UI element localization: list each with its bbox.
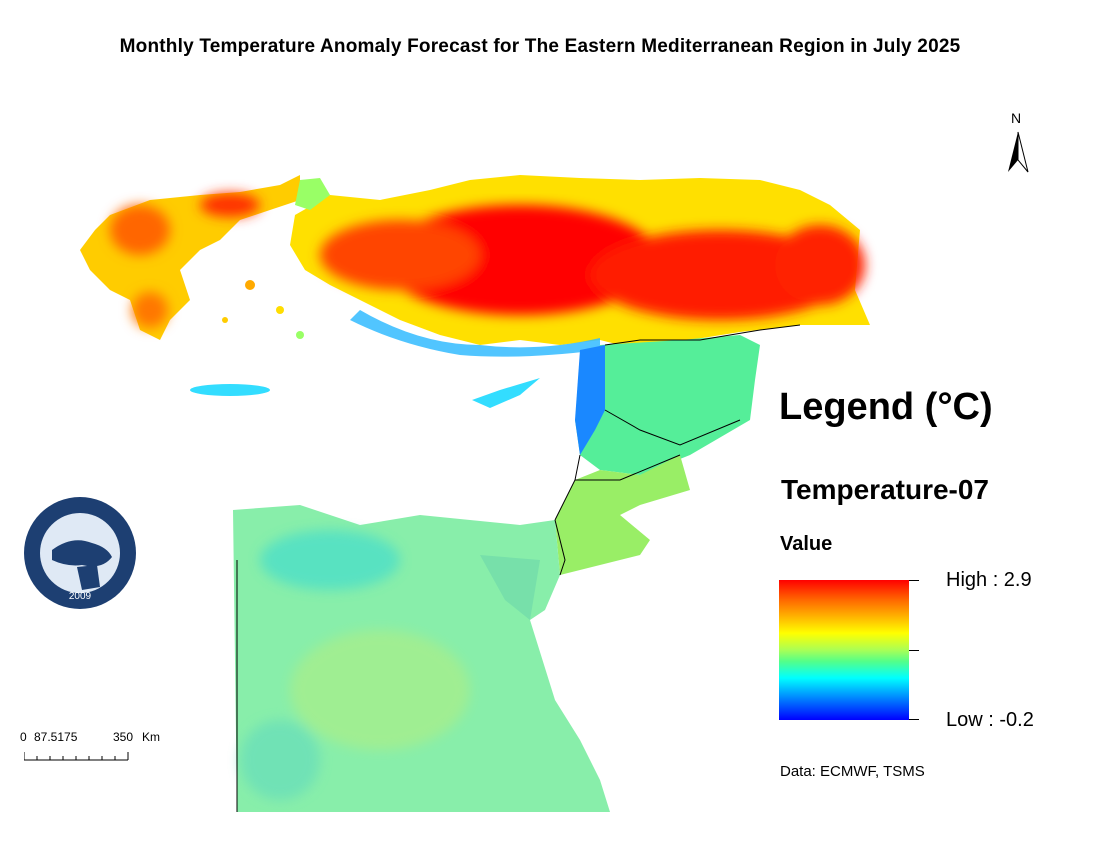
scale-tick-2: 350	[113, 730, 134, 744]
emcc-logo: 2009	[24, 497, 136, 609]
data-source: Data: ECMWF, TSMS	[780, 763, 925, 780]
legend-high-label: High : 2.9	[946, 569, 1032, 591]
levant-region	[555, 335, 760, 575]
color-ramp	[779, 580, 909, 720]
legend-layer-name: Temperature-07	[781, 474, 990, 505]
ramp-tick-mid	[909, 650, 919, 651]
logo-year: 2009	[69, 591, 92, 602]
scale-bar-graphic	[24, 752, 129, 761]
north-arrow: N	[1000, 110, 1036, 180]
turkey-region	[290, 175, 870, 357]
greece-region	[80, 175, 330, 340]
legend-heading: Legend (°C)	[779, 386, 993, 428]
egypt-region	[233, 505, 610, 812]
ramp-tick-low	[909, 719, 919, 720]
legend-field-label: Value	[780, 533, 833, 555]
scale-unit: Km	[142, 730, 160, 744]
north-arrow-icon	[1008, 131, 1029, 173]
ramp-tick-high	[909, 580, 919, 581]
map-title: Monthly Temperature Anomaly Forecast for…	[119, 36, 961, 57]
scale-tick-1: 87.5175	[34, 730, 78, 744]
north-label: N	[1011, 110, 1022, 126]
legend-low-label: Low : -0.2	[946, 709, 1034, 731]
scale-bar: 0 87.5175 350 Km	[20, 730, 160, 770]
scale-tick-0: 0	[20, 730, 27, 744]
islands	[190, 280, 540, 408]
borders	[236, 324, 801, 812]
